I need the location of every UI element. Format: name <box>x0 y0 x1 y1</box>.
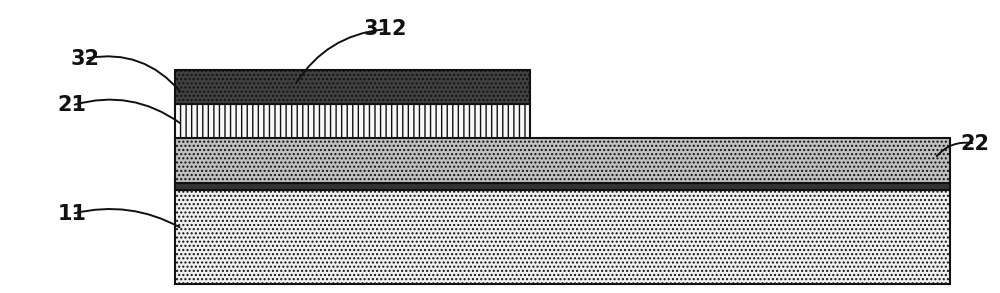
Text: 21: 21 <box>58 96 87 115</box>
Text: 32: 32 <box>70 49 100 69</box>
Bar <box>175 183 950 190</box>
Bar <box>175 104 530 138</box>
Bar <box>175 190 950 284</box>
Text: 22: 22 <box>960 134 990 154</box>
Text: 312: 312 <box>363 19 407 39</box>
Text: 11: 11 <box>58 204 87 224</box>
Bar <box>175 138 950 183</box>
Bar <box>175 70 530 104</box>
